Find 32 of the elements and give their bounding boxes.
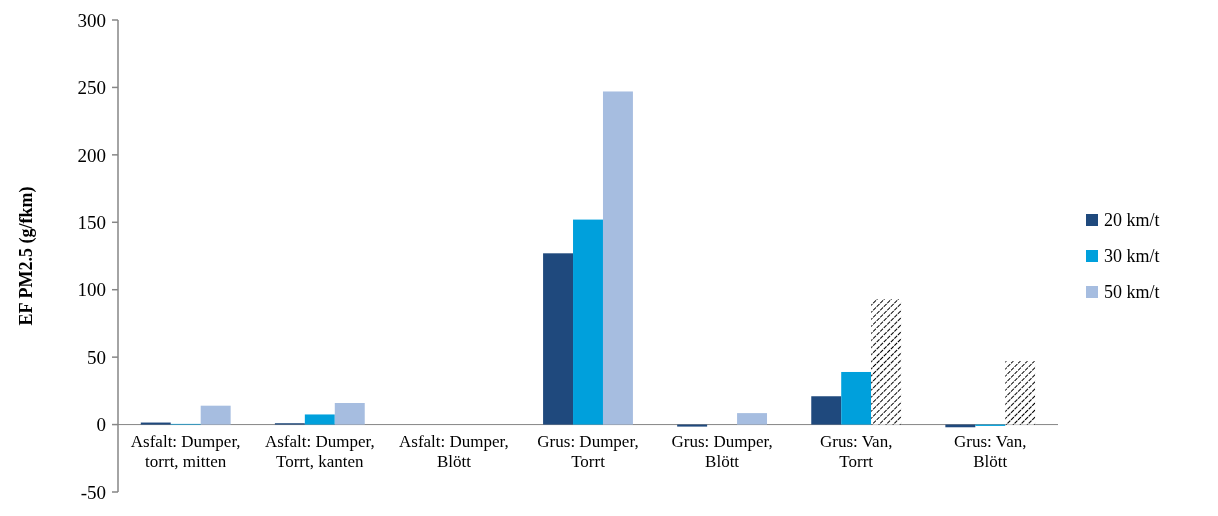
y-tick-label: 100 (77, 279, 106, 301)
y-axis-title: EF PM2.5 (g/fkm) (16, 186, 37, 326)
bar (200, 405, 231, 425)
legend-label: 30 km/t (1104, 246, 1160, 267)
bar (140, 422, 171, 425)
bar (602, 91, 633, 425)
y-tick-label: 0 (96, 414, 106, 436)
bar (841, 371, 872, 425)
bar (304, 414, 335, 425)
bar (871, 299, 902, 425)
bar (334, 402, 365, 425)
y-tick-label: 50 (87, 346, 106, 368)
legend-label: 50 km/t (1104, 282, 1160, 303)
bar (737, 413, 768, 425)
legend-label: 20 km/t (1104, 210, 1160, 231)
bar (1005, 361, 1036, 425)
x-tick-label: Grus: Van, Torrt (819, 431, 893, 471)
x-tick-label: Grus: Van, Blött (954, 431, 1027, 471)
y-tick-label: 150 (77, 211, 106, 233)
y-tick-label: 200 (77, 144, 106, 166)
x-tick-label: Asfalt: Dumper, Torrt, kanten (264, 431, 375, 471)
x-tick-label: Grus: Dumper, Torrt (537, 431, 639, 471)
x-tick-label: Asfalt: Dumper, torrt, mitten (130, 431, 241, 471)
x-tick-label: Grus: Dumper, Blött (671, 431, 773, 471)
bar (677, 424, 708, 427)
y-tick-label: 250 (77, 77, 106, 99)
y-tick-label: 300 (77, 9, 106, 31)
bar (573, 219, 603, 425)
bar (811, 396, 842, 425)
x-tick-label: Asfalt: Dumper, Blött (399, 431, 509, 471)
bar (543, 253, 574, 425)
y-tick-label: -50 (80, 481, 106, 503)
